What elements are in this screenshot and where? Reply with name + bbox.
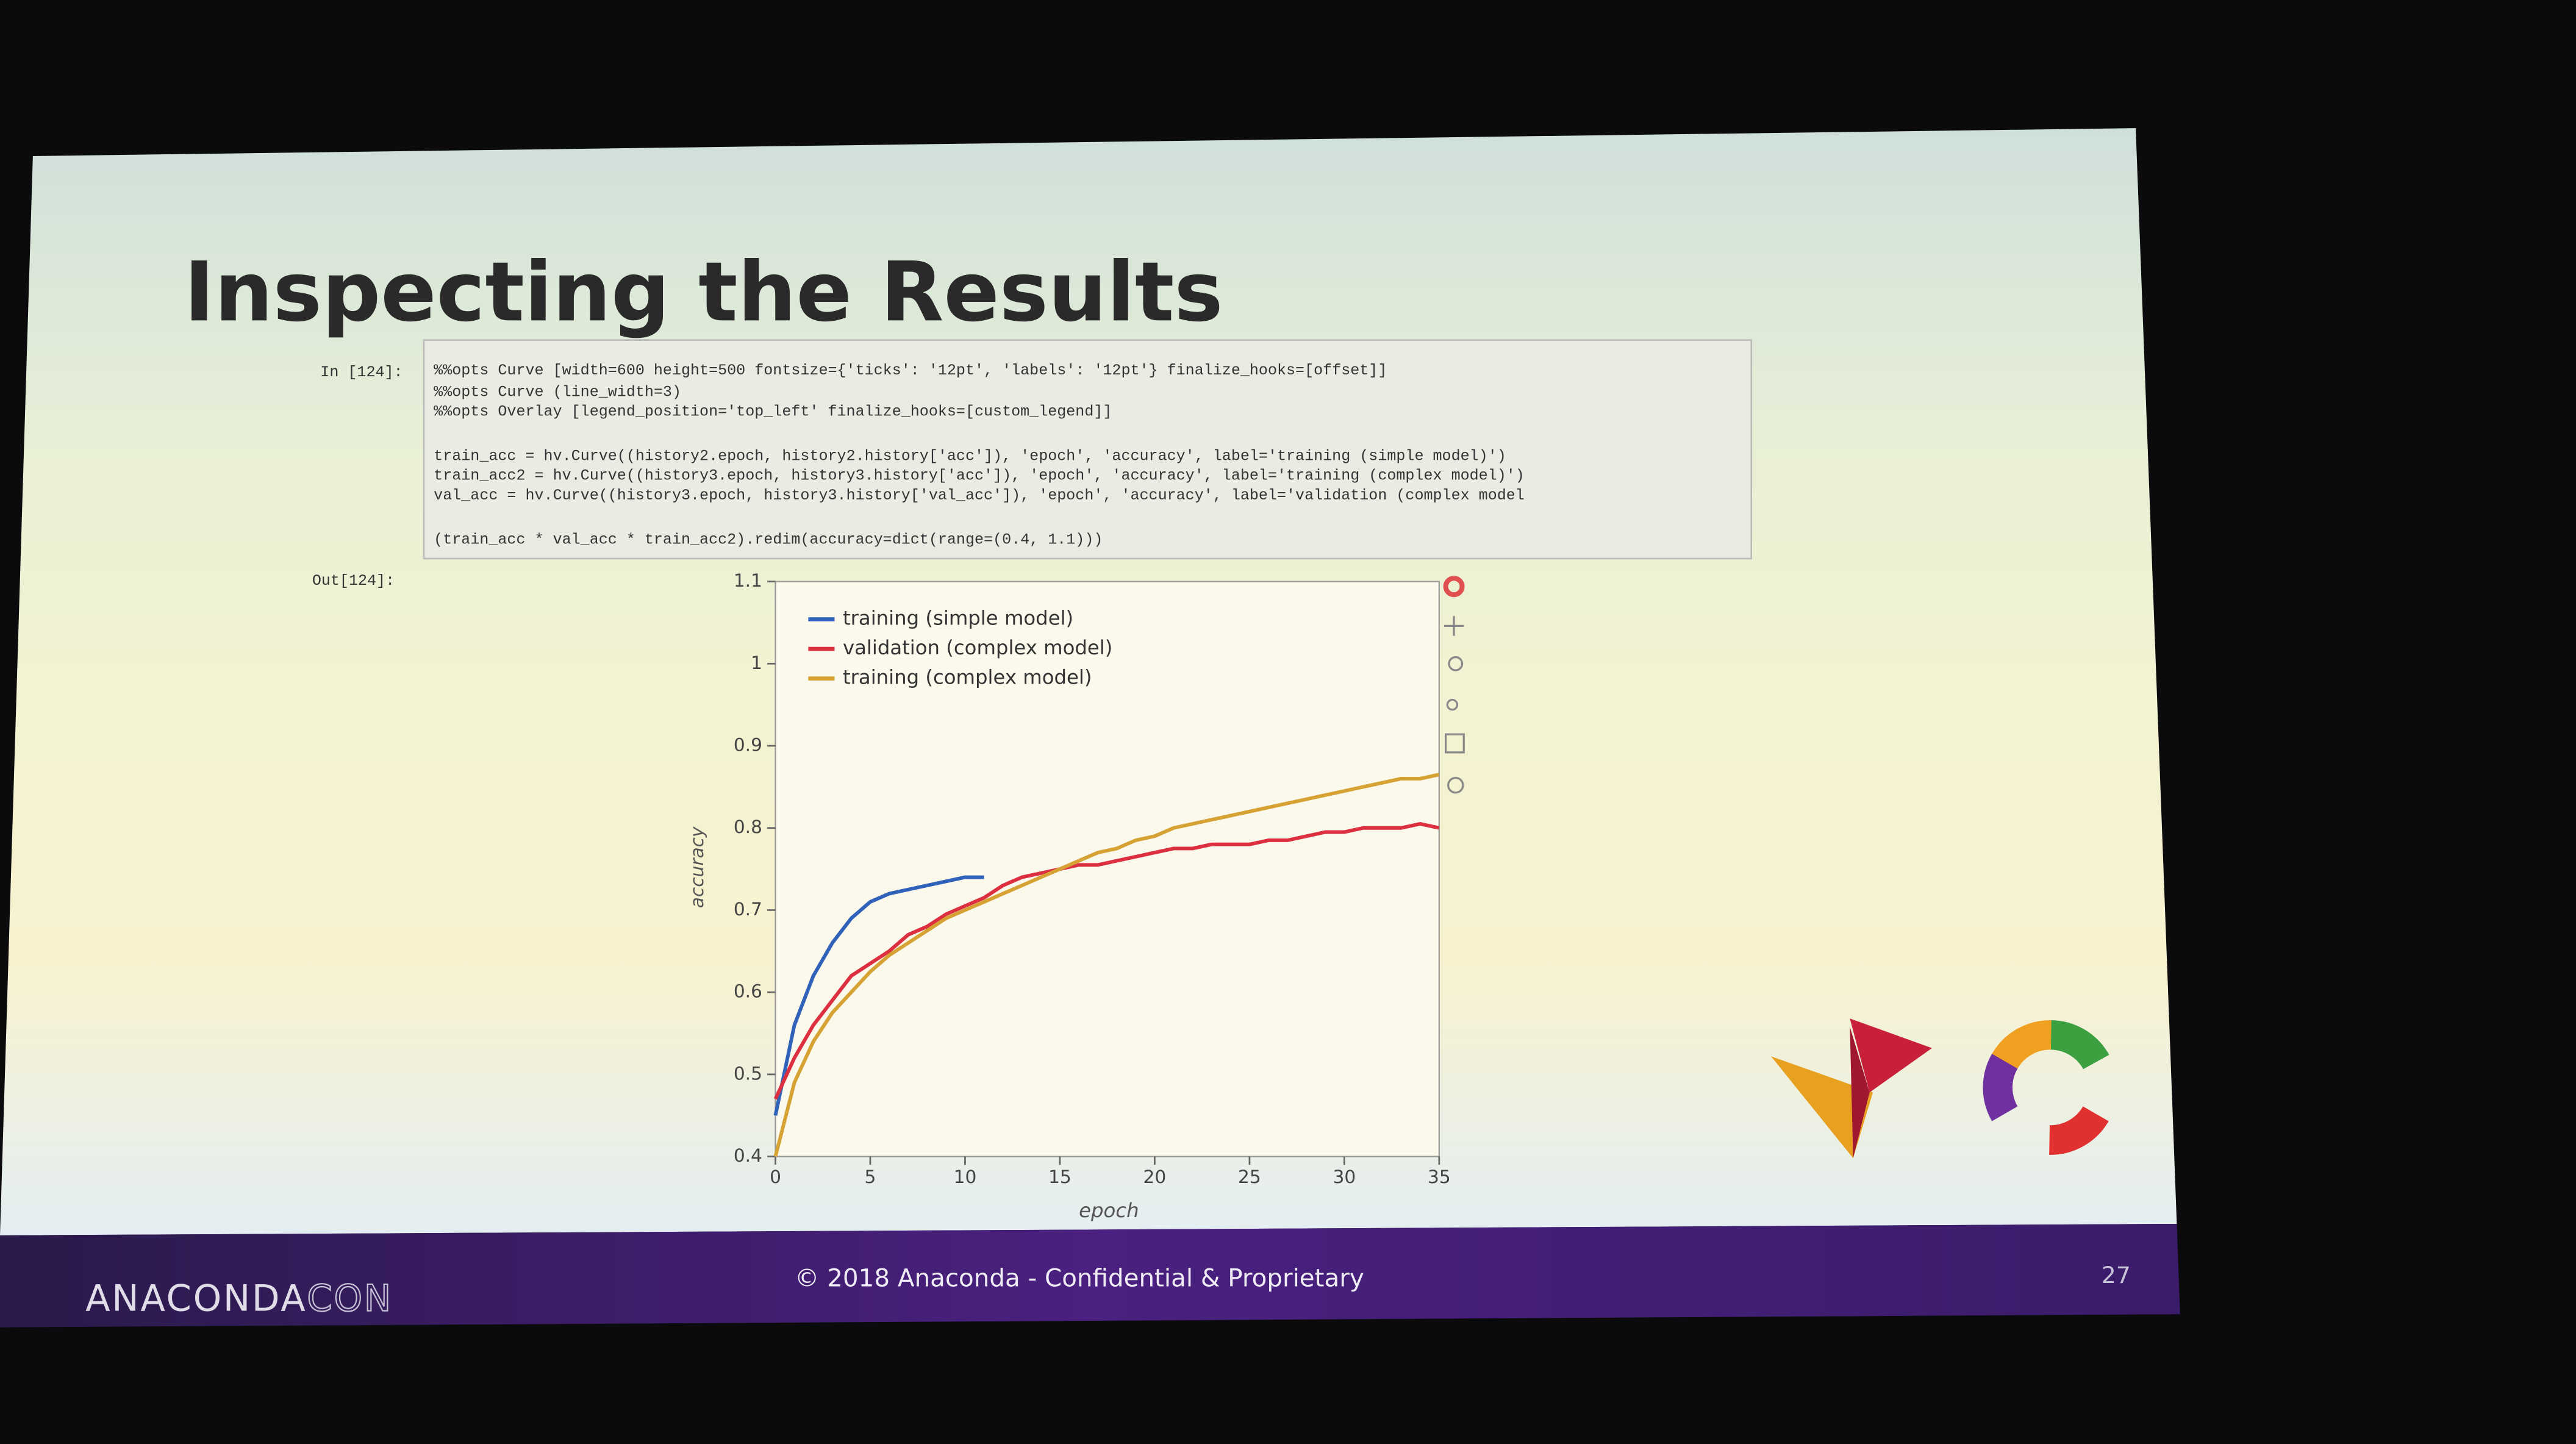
page-number: 27 — [2102, 1262, 2131, 1289]
wheel-zoom-tool[interactable] — [1446, 699, 1459, 711]
x-tick-label: 10 — [954, 1166, 977, 1187]
series-line — [773, 822, 1440, 1100]
x-tick-label: 5 — [865, 1166, 876, 1187]
y-tick-label: 1 — [751, 652, 762, 673]
y-axis-label: accuracy — [686, 826, 707, 908]
code-line: %%opts Overlay [legend_position='top_lef… — [434, 403, 1112, 421]
pan-tool[interactable] — [1444, 616, 1464, 636]
logo-right — [1983, 1020, 2118, 1155]
x-tick-label: 30 — [1333, 1166, 1356, 1187]
in-prompt: In [124]: — [320, 363, 402, 381]
series-line — [773, 773, 1440, 1157]
reset-tool[interactable] — [1447, 776, 1464, 794]
footer-band — [0, 1223, 2180, 1328]
x-tick-label: 15 — [1048, 1166, 1072, 1187]
legend-label: training (complex model) — [843, 666, 1092, 689]
series-line — [773, 875, 984, 1116]
legend-label: training (simple model) — [843, 607, 1073, 630]
code-line: val_acc = hv.Curve((history3.epoch, hist… — [434, 487, 1525, 504]
legend-label: validation (complex model) — [843, 636, 1112, 659]
code-line: train_acc2 = hv.Curve((history3.epoch, h… — [434, 467, 1525, 485]
y-tick-label: 0.7 — [734, 898, 762, 920]
code-line: %%opts Curve [width=600 height=500 fonts… — [434, 362, 1387, 379]
y-tick-label: 0.6 — [734, 981, 762, 1002]
brand: ANACONDA — [85, 1278, 307, 1320]
plot-frame — [775, 581, 1440, 1157]
y-tick-label: 0.8 — [734, 816, 762, 837]
chart: 0.4 0.5 0.6 0.7 0.8 0.9 1 1.1 0 5 10 15 20 25 30 35 trai… — [734, 570, 1451, 1187]
brand-suffix: CON — [307, 1278, 392, 1320]
y-tick-label: 0.4 — [734, 1145, 762, 1166]
footer-brand: ANACONDACON — [85, 1278, 393, 1320]
out-prompt: Out[124]: — [312, 572, 395, 590]
save-tool[interactable] — [1444, 733, 1465, 754]
code-line: train_acc = hv.Curve((history2.epoch, hi… — [434, 447, 1506, 465]
slide-title: Inspecting the Results — [184, 244, 1223, 340]
code-lines: %%opts Curve [width=600 height=500 fonts… — [434, 362, 1525, 548]
zoom-tool[interactable] — [1448, 656, 1464, 671]
toolbar — [1443, 576, 1465, 794]
x-tick-label: 20 — [1143, 1166, 1167, 1187]
logo-left — [1771, 1018, 1932, 1159]
code-line: (train_acc * val_acc * train_acc2).redim… — [434, 531, 1103, 549]
x-tick-label: 35 — [1428, 1166, 1451, 1187]
footer-notice: © 2018 Anaconda - Confidential & Proprie… — [795, 1263, 1364, 1292]
x-tick-label: 25 — [1238, 1166, 1261, 1187]
y-tick-label: 0.9 — [734, 734, 762, 756]
y-tick-label: 1.1 — [734, 570, 762, 591]
y-tick-label: 0.5 — [734, 1062, 762, 1084]
x-axis-label: epoch — [1079, 1199, 1139, 1222]
code-cell — [423, 339, 1753, 560]
x-tick-label: 0 — [770, 1166, 781, 1187]
code-line: %%opts Curve (line_width=3) — [434, 383, 681, 401]
toolbar-logo — [1443, 576, 1465, 598]
